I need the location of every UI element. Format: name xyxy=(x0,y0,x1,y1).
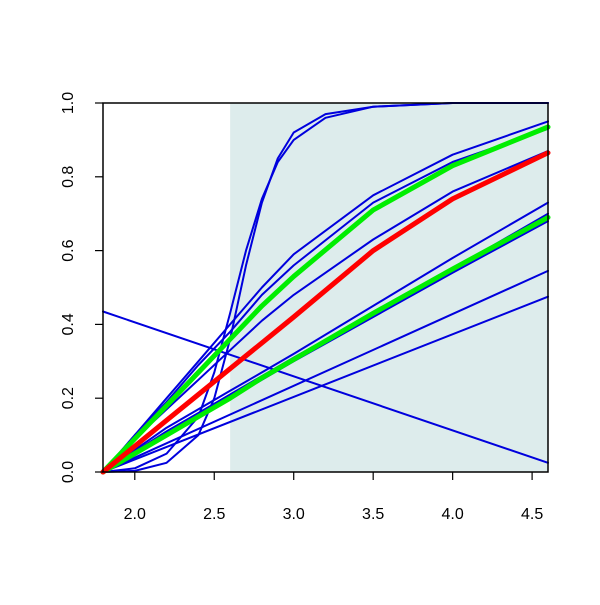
series-line-2 xyxy=(102,120,549,473)
x-tick-label: 3.5 xyxy=(362,506,384,523)
series-line-12 xyxy=(100,214,551,475)
y-tick-label: 0.4 xyxy=(60,313,77,335)
x-tick-label: 3.0 xyxy=(283,506,305,523)
series-line-9 xyxy=(102,295,549,473)
series-line-5 xyxy=(102,201,549,473)
series-line-10 xyxy=(102,310,549,464)
y-tick-label: 0.2 xyxy=(60,387,77,409)
x-tick-label: 2.5 xyxy=(203,506,225,523)
y-axis: 0.0 0.2 0.4 0.6 0.8 1.0 xyxy=(60,92,103,483)
x-tick-label: 2.0 xyxy=(124,506,146,523)
series-line-1 xyxy=(102,102,549,473)
series-line-11 xyxy=(100,124,551,475)
y-tick-label: 0.0 xyxy=(60,461,77,483)
x-axis: 2.0 2.5 3.0 3.5 4.0 4.5 xyxy=(124,472,543,523)
series-line-3 xyxy=(102,127,549,473)
series-line-8 xyxy=(102,269,549,473)
plot-frame xyxy=(102,102,549,473)
y-tick-label: 1.0 xyxy=(60,92,77,114)
y-tick-label: 0.8 xyxy=(60,166,77,188)
x-tick-label: 4.5 xyxy=(521,506,543,523)
series-line-13 xyxy=(100,150,551,475)
series-layer xyxy=(100,102,551,475)
x-tick-label: 4.0 xyxy=(442,506,464,523)
y-tick-label: 0.6 xyxy=(60,239,77,261)
